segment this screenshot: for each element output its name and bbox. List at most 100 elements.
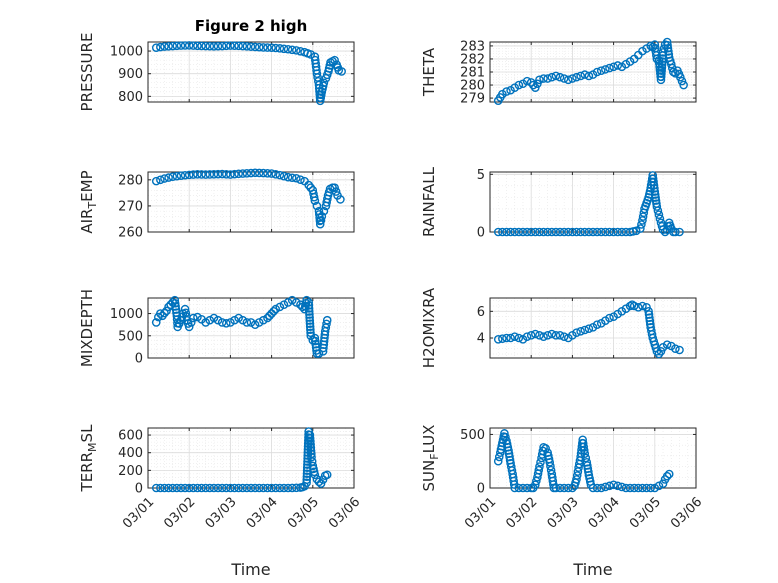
data-point (184, 170, 194, 180)
y-tick-label: 400 (118, 446, 143, 461)
data-point (671, 227, 680, 237)
data-point (601, 482, 610, 492)
data-point (625, 483, 635, 493)
data-point (246, 42, 256, 51)
data-point (526, 78, 536, 87)
data-point (656, 72, 666, 82)
data-point (662, 37, 672, 47)
data-point (506, 333, 515, 343)
data-point (559, 74, 569, 83)
data-point (292, 298, 301, 307)
y-tick-label: 270 (118, 199, 143, 214)
data-point (322, 319, 331, 329)
data-point (638, 212, 648, 221)
data-point (314, 349, 324, 358)
data-point (242, 169, 252, 178)
data-point (234, 41, 243, 51)
data-point (302, 472, 312, 481)
data-point (306, 50, 316, 59)
data-point (271, 304, 281, 314)
x-tick-label: 03/06 (668, 495, 705, 532)
subplot-mixdepth: 0 500 1000 MIXDEPTH (78, 289, 355, 367)
data-point (269, 307, 278, 316)
data-point (644, 307, 653, 316)
data-point (259, 43, 268, 52)
data-point (259, 483, 268, 493)
data-point (302, 463, 312, 472)
data-point (551, 71, 561, 81)
data-point (617, 227, 627, 237)
data-point (522, 76, 532, 86)
y-axis-label-suffix: SL (78, 424, 96, 443)
y-axis-label-main: AIR (78, 209, 96, 234)
data-point (238, 41, 248, 51)
data-point (160, 308, 169, 318)
data-point (283, 483, 293, 493)
data-point (275, 44, 285, 53)
y-tick-label: 281 (460, 66, 485, 81)
data-point (242, 318, 252, 327)
data-point (283, 172, 293, 182)
data-point (531, 227, 540, 237)
data-point (543, 74, 552, 83)
data-point (551, 483, 561, 493)
data-point (176, 171, 186, 180)
data-point (259, 315, 268, 325)
data-point (305, 319, 315, 328)
data-point (305, 430, 315, 440)
data-point (213, 169, 223, 179)
data-point (653, 206, 663, 215)
data-point (287, 173, 297, 183)
y-axis-label-suffix: EMP (78, 170, 96, 201)
y-axis-label-subscript: F (428, 453, 441, 459)
data-point (168, 483, 178, 493)
data-point (151, 176, 161, 186)
data-point (305, 322, 315, 331)
data-point (193, 170, 202, 179)
data-point (205, 41, 215, 51)
data-point (535, 227, 544, 237)
x-axis-label: Time (230, 560, 270, 579)
data-point (592, 67, 602, 77)
data-point (601, 227, 610, 237)
data-point (322, 315, 332, 325)
data-point (304, 180, 313, 190)
data-point (201, 170, 210, 179)
data-point (498, 227, 507, 237)
data-point (304, 304, 314, 313)
data-point (238, 483, 248, 493)
data-point (654, 210, 664, 219)
data-point (572, 328, 581, 337)
data-point (180, 41, 190, 50)
data-point (250, 42, 260, 52)
data-point (254, 483, 264, 493)
data-point (650, 190, 660, 199)
data-point (314, 477, 324, 487)
y-axis-label-suffix: LUX (420, 425, 438, 454)
y-axis-label: PRESSURE (78, 33, 96, 112)
data-point (306, 325, 315, 335)
data-point (172, 41, 182, 51)
data-point (596, 483, 606, 493)
y-tick-label: 279 (460, 92, 485, 107)
data-point (305, 316, 315, 325)
data-point (522, 332, 532, 341)
data-point (209, 170, 219, 179)
data-point (609, 480, 618, 490)
data-point (514, 333, 524, 343)
data-point (246, 168, 256, 178)
x-tick-label: 03/03 (545, 495, 582, 532)
data-point (287, 45, 297, 55)
data-point (180, 483, 190, 493)
data-point (645, 316, 655, 326)
data-point (605, 313, 614, 323)
data-point (531, 480, 540, 490)
data-point (546, 461, 555, 471)
data-point (528, 80, 538, 90)
series-points (493, 171, 684, 237)
data-point (547, 72, 557, 82)
data-point (330, 55, 339, 65)
data-point (279, 483, 289, 493)
data-point (317, 212, 327, 221)
y-axis-label-main: MIXDEPTH (78, 289, 96, 367)
